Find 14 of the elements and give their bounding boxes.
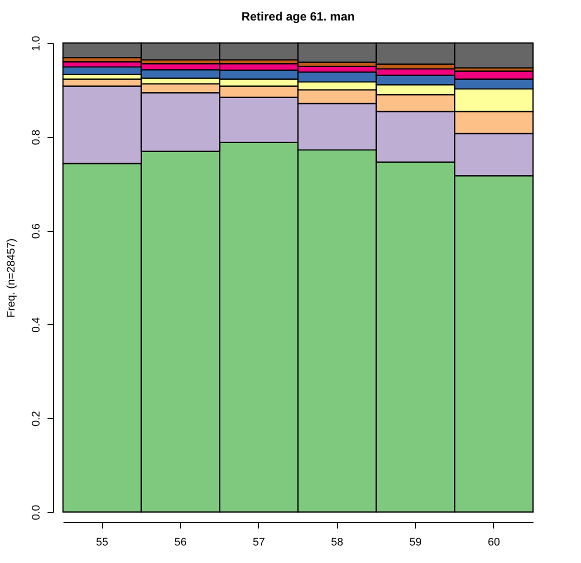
y-tick-label: 0.6 xyxy=(30,223,42,239)
x-tick-label: 59 xyxy=(409,536,422,548)
x-tick-label: 55 xyxy=(96,536,108,548)
x-tick-label: 58 xyxy=(331,536,344,548)
x-tick-label: 60 xyxy=(488,536,500,548)
y-tick-label: 0.8 xyxy=(30,130,42,145)
x-tick-label: 56 xyxy=(174,536,187,548)
y-tick-label: 0.4 xyxy=(30,317,42,333)
y-axis-title: Freq. (n=28457) xyxy=(6,238,18,318)
chart-title: Retired age 61. man xyxy=(241,9,355,24)
y-tick-label: 0.2 xyxy=(30,411,42,426)
y-tick-label: 1.0 xyxy=(30,36,42,52)
y-tick-label: 0.0 xyxy=(30,504,42,520)
x-tick-label: 57 xyxy=(252,536,265,548)
